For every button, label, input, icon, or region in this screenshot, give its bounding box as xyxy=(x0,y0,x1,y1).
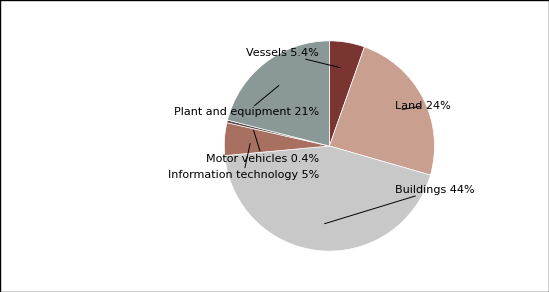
Text: Vessels 5.4%: Vessels 5.4% xyxy=(246,48,340,68)
Wedge shape xyxy=(227,120,329,146)
Wedge shape xyxy=(227,41,329,146)
Text: Buildings 44%: Buildings 44% xyxy=(324,185,474,224)
Wedge shape xyxy=(225,146,430,251)
Text: Plant and equipment 21%: Plant and equipment 21% xyxy=(174,86,319,117)
Wedge shape xyxy=(329,47,434,175)
Text: Information technology 5%: Information technology 5% xyxy=(167,143,319,180)
Text: Land 24%: Land 24% xyxy=(395,101,450,111)
Wedge shape xyxy=(329,41,365,146)
Text: Motor vehicles 0.4%: Motor vehicles 0.4% xyxy=(206,130,319,164)
Wedge shape xyxy=(225,123,329,156)
